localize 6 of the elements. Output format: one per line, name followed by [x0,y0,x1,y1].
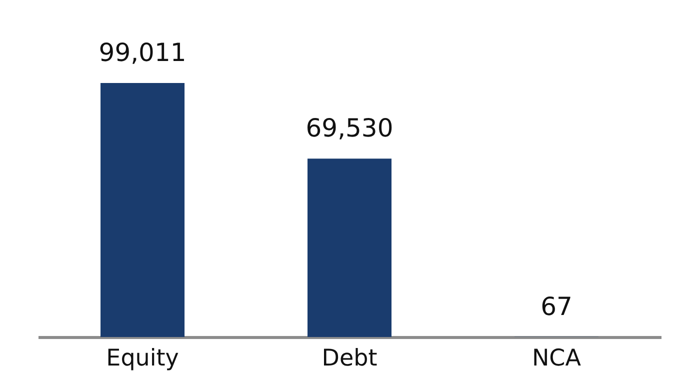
x-tick-label: Debt [322,346,378,372]
data-label: 67 [540,292,572,321]
x-tick-label: Equity [106,346,179,372]
x-tick-label: NCA [532,346,582,372]
data-label: 69,530 [306,114,394,143]
data-label: 99,011 [98,38,186,68]
